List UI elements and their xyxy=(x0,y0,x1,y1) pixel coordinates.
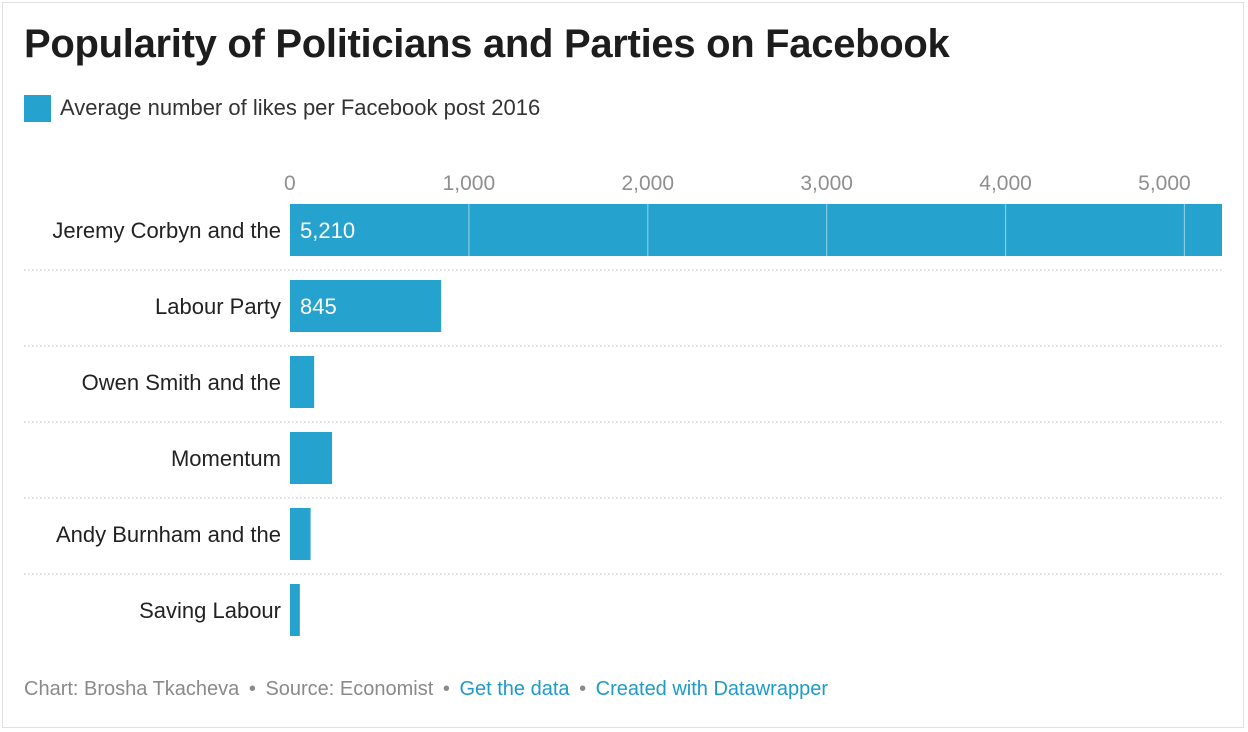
footer-separator: • xyxy=(248,678,256,700)
x-tick-label: 1,000 xyxy=(443,172,496,195)
value-label: 5,210 xyxy=(300,218,355,243)
footer-separator: • xyxy=(579,678,587,700)
bar xyxy=(290,508,311,560)
source-credit: Source: Economist xyxy=(265,678,434,700)
category-label: Jeremy Corbyn and the xyxy=(52,218,281,243)
category-label: Saving Labour xyxy=(139,598,281,623)
category-label: Owen Smith and the xyxy=(82,370,281,395)
bar xyxy=(290,280,442,332)
x-tick-label: 3,000 xyxy=(800,172,853,195)
get-data-link[interactable]: Get the data xyxy=(459,678,570,700)
bar xyxy=(290,432,333,484)
bar-chart: 0 1,000 2,000 3,000 4,000 5,000 Jeremy Corbyn … xyxy=(24,172,1222,636)
bar xyxy=(290,584,300,636)
x-tick-label: 2,000 xyxy=(621,172,674,195)
legend: Average number of likes per Facebook pos… xyxy=(24,93,540,123)
value-label: 845 xyxy=(300,294,337,319)
chart-title: Popularity of Politicians and Parties on… xyxy=(24,22,950,66)
category-label: Momentum xyxy=(171,446,281,471)
category-label: Andy Burnham and the xyxy=(56,522,281,547)
chart-credit: Chart: Brosha Tkacheva xyxy=(24,678,240,700)
datawrapper-link[interactable]: Created with Datawrapper xyxy=(595,678,828,700)
footer-separator: • xyxy=(442,678,450,700)
x-tick-label: 4,000 xyxy=(979,172,1032,195)
legend-label: Average number of likes per Facebook pos… xyxy=(60,95,541,120)
footer: Chart: Brosha Tkacheva • Source: Economi… xyxy=(24,678,828,701)
category-label: Labour Party xyxy=(155,294,281,319)
bar xyxy=(290,204,1222,256)
bar xyxy=(290,356,315,408)
x-tick-label: 0 xyxy=(284,172,296,195)
x-tick-label: 5,000 xyxy=(1138,172,1191,195)
legend-swatch xyxy=(24,94,51,122)
